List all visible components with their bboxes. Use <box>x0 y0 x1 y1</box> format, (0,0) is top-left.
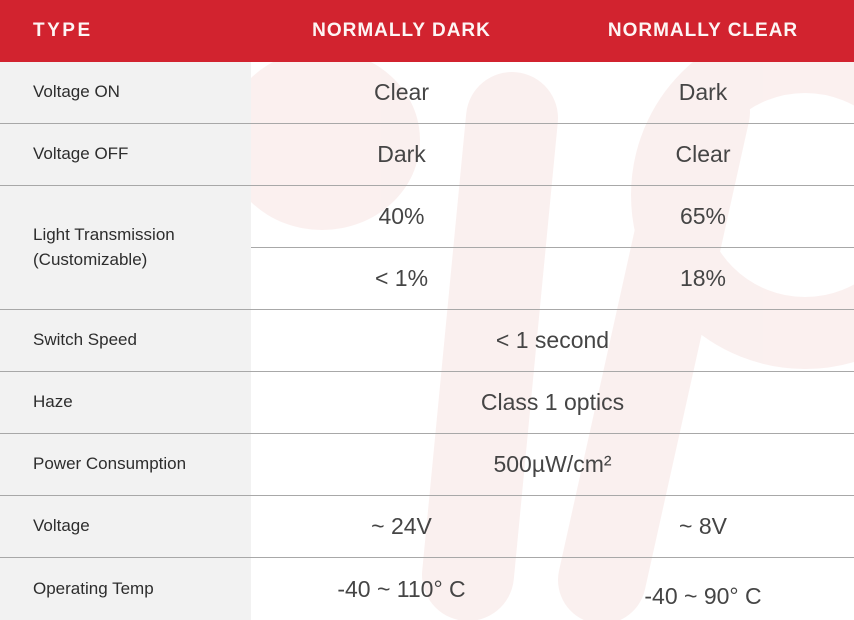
value-operating-temp-dark: -40 ~ 110° C <box>337 575 466 602</box>
value-voltage-off-dark: Dark <box>251 124 552 186</box>
value-light-transmission-clear-bottom: 18% <box>552 248 854 310</box>
row-label-operating-temp: Operating Temp <box>0 558 251 620</box>
value-operating-temp-clear: -40 ~ 90° C <box>644 582 762 609</box>
value-haze: Class 1 optics <box>251 372 854 434</box>
value-voltage-dark: ~ 24V <box>251 496 552 558</box>
row-label-voltage-on: Voltage ON <box>0 62 251 124</box>
row-label-voltage-off: Voltage OFF <box>0 124 251 186</box>
value-voltage-off-clear: Clear <box>552 124 854 186</box>
value-power-consumption: 500µW/cm² <box>251 434 854 496</box>
value-light-transmission-dark-top: 40% <box>251 186 552 248</box>
header-cell-type: TYPE <box>0 0 251 62</box>
row-label-haze: Haze <box>0 372 251 434</box>
header-cell-normally-clear: NORMALLY CLEAR <box>552 0 854 62</box>
value-light-transmission-clear-top: 65% <box>552 186 854 248</box>
row-label-power-consumption: Power Consumption <box>0 434 251 496</box>
row-label-voltage: Voltage <box>0 496 251 558</box>
header-cell-normally-dark: NORMALLY DARK <box>251 0 552 62</box>
value-light-transmission-dark-bottom: < 1% <box>251 248 552 310</box>
value-voltage-clear: ~ 8V <box>552 496 854 558</box>
value-switch-speed: < 1 second <box>251 310 854 372</box>
row-label-switch-speed: Switch Speed <box>0 310 251 372</box>
value-voltage-on-clear: Dark <box>552 62 854 124</box>
value-voltage-on-dark: Clear <box>251 62 552 124</box>
row-label-light-transmission: Light Transmission (Customizable) <box>0 186 251 310</box>
